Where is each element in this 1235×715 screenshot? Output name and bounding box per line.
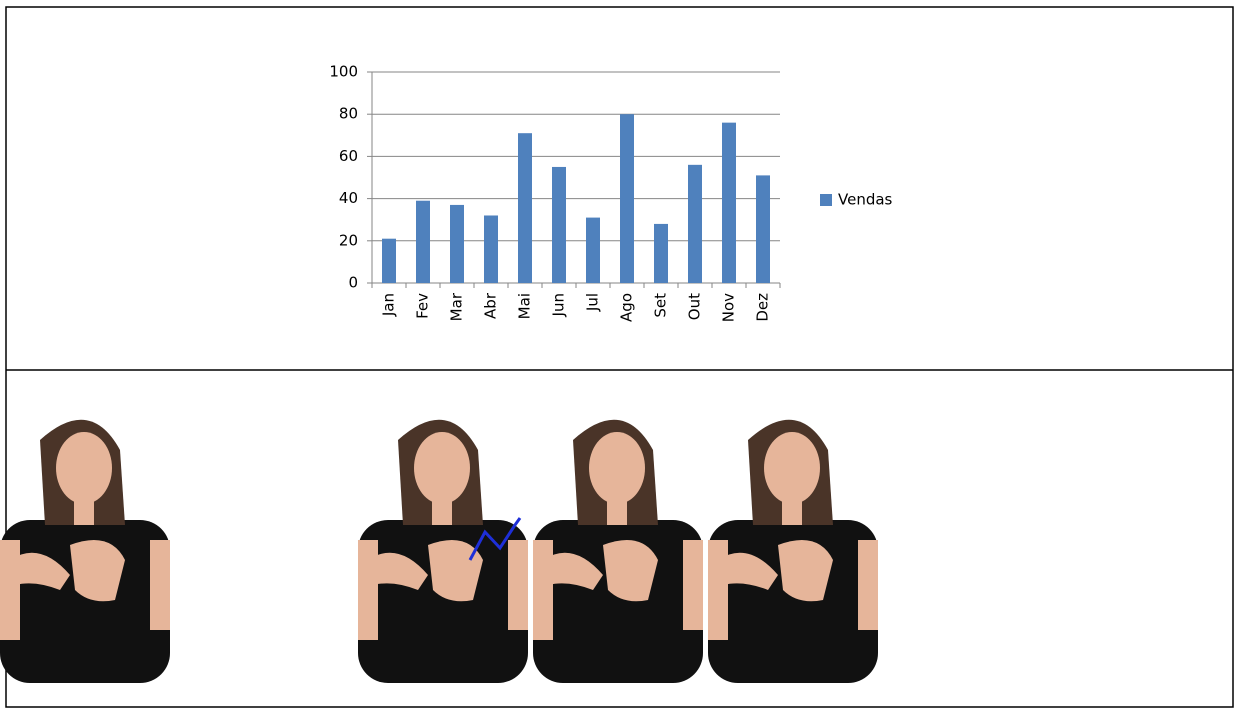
y-tick-label: 0 (348, 274, 358, 292)
bar (620, 114, 634, 283)
table-border (5, 6, 1234, 708)
x-tick-label: Abr (482, 292, 500, 319)
x-tick-label: Dez (754, 293, 772, 322)
legend-label: Vendas (838, 191, 893, 209)
bar (756, 175, 770, 283)
y-tick-label: 80 (339, 105, 358, 123)
bar (450, 204, 464, 283)
x-tick-label: Ago (618, 293, 636, 322)
x-tick-label: Jun (550, 293, 568, 317)
y-tick-label: 100 (329, 63, 358, 81)
x-tick-label: Mar (448, 292, 466, 321)
x-tick-label: Jul (584, 293, 602, 312)
x-tick-label: Jan (380, 293, 398, 317)
bar (484, 215, 498, 283)
x-tick-label: Mai (516, 293, 534, 319)
y-tick-label: 20 (339, 231, 358, 249)
legend-swatch (820, 194, 832, 206)
bar (722, 122, 736, 283)
y-tick-label: 60 (339, 147, 358, 165)
x-tick-label: Nov (720, 293, 738, 322)
bar (688, 164, 702, 283)
bar (552, 166, 566, 283)
sign-language-photo (0, 410, 878, 683)
x-tick-label: Set (652, 293, 670, 318)
bar (416, 200, 430, 283)
x-tick-label: Out (686, 293, 704, 320)
x-tick-label: Fev (414, 293, 432, 319)
bar (382, 238, 396, 283)
bar (654, 223, 668, 283)
bar (586, 217, 600, 283)
y-tick-label: 40 (339, 189, 358, 207)
bar (518, 133, 532, 283)
